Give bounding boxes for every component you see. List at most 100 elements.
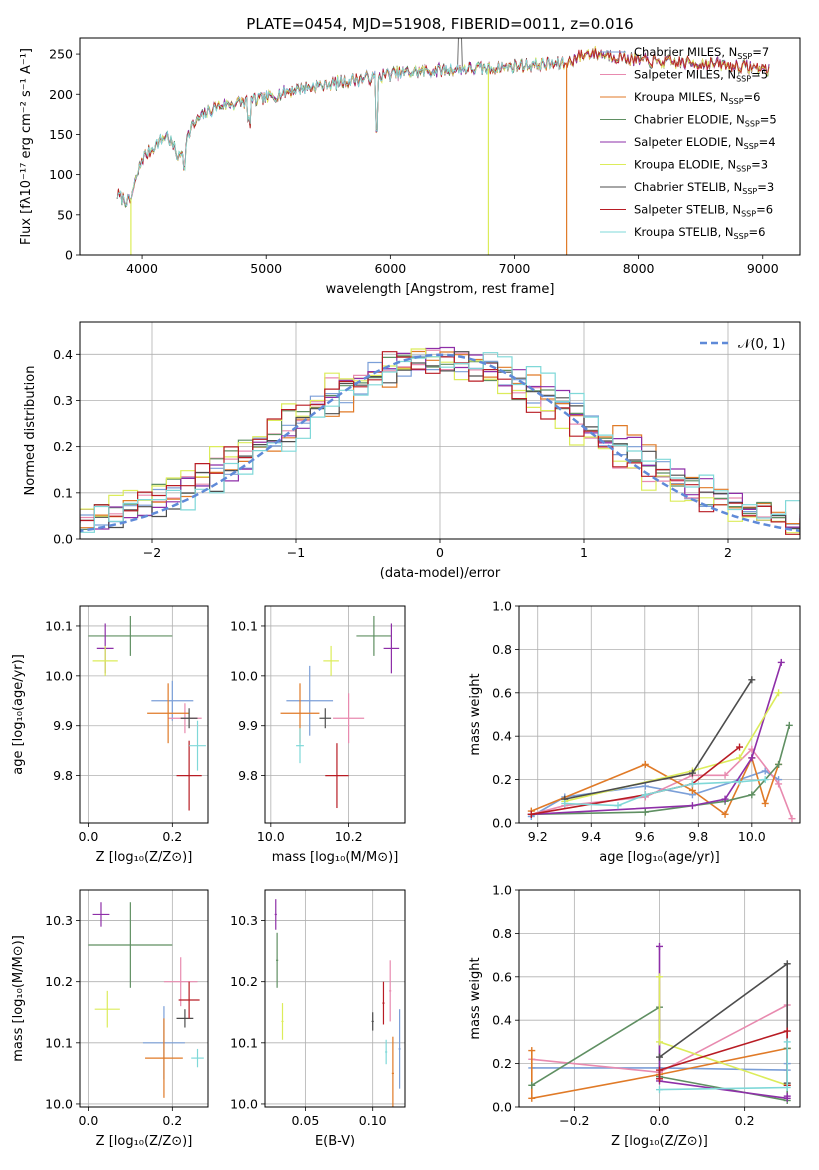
- legend-entry: Kroupa MILES, NSSP=6: [634, 90, 760, 106]
- age_weights-ytick-label: 0.4: [492, 729, 512, 744]
- spectrum-ytick-label: 150: [49, 127, 73, 142]
- ebv_mass-axes: 0.05 0.10 10.0 10.1 10.2 10.3 E(B-V): [230, 889, 406, 1149]
- residuals-ytick-label: 0.1: [53, 485, 73, 500]
- legend-entry: Kroupa ELODIE, NSSP=3: [634, 158, 768, 174]
- z_mass-point: [163, 957, 198, 1007]
- residuals-ytick-label: 0.3: [53, 393, 73, 408]
- normal-curve: [80, 353, 800, 533]
- legend-entry: Kroupa STELIB, NSSP=6: [634, 225, 765, 241]
- ebv_mass-plot-area: [274, 899, 401, 1107]
- ebv_mass-point: [274, 899, 277, 930]
- z_weights-xtick-label: −0.2: [559, 1113, 589, 1128]
- age_weights-marker: [736, 754, 744, 762]
- residuals-ylabel: Normed distribution: [23, 366, 38, 496]
- z_mass-ytick-label: 10.1: [45, 1035, 73, 1050]
- age_weights-ylabel: mass weight: [468, 673, 483, 755]
- z_weights-axes: −0.2 0.0 0.2 0.0 0.2 0.4 0.6 0.8 1.0 Z [log₁₀(Z/Z…: [468, 883, 801, 1149]
- age_weights-marker: [761, 767, 769, 775]
- residuals-xtick-label: 1: [580, 545, 588, 560]
- z_mass-xtick-label: 0.0: [78, 1113, 98, 1128]
- spectrum-title: PLATE=0454, MJD=51908, FIBERID=0011, z=0…: [246, 15, 633, 33]
- spectrum-ytick-label: 250: [49, 47, 73, 62]
- z_weights-marker: [528, 1094, 536, 1102]
- ebv_mass-point: [276, 932, 279, 988]
- age_weights-marker: [721, 771, 729, 779]
- spectrum-xtick-label: 9000: [747, 261, 779, 276]
- z_weights-xtick-label: 0.2: [735, 1113, 755, 1128]
- age_weights-marker: [688, 780, 696, 788]
- age_weights-marker: [688, 802, 696, 810]
- z_age-ylabel: age [log₁₀(age/yr)]: [11, 654, 26, 775]
- z_mass-frame: [79, 889, 209, 1108]
- mass_age-xtick-label: 10.2: [335, 829, 363, 844]
- mass_age-point: [356, 615, 392, 656]
- age_weights-marker: [785, 721, 793, 729]
- z_weights-xlabel: Z [log₁₀(Z/Z⊙)]: [611, 1134, 708, 1149]
- age_weights-marker: [641, 791, 649, 799]
- spectrum-ytick-label: 0: [65, 248, 73, 263]
- spectrum-legend: Chabrier MILES, NSSP=7 Salpeter MILES, NS…: [600, 45, 777, 241]
- age_weights-ytick-label: 0.6: [492, 685, 512, 700]
- z_mass-point: [176, 1009, 194, 1028]
- z_age-plot-area: [88, 615, 206, 811]
- z_weights-marker: [783, 1038, 791, 1046]
- ebv_mass-point: [281, 1003, 284, 1040]
- ebv_mass-ytick-label: 10.0: [230, 1096, 258, 1111]
- z_mass-point: [94, 990, 120, 1028]
- z_weights-ytick-label: 0.2: [492, 1056, 512, 1071]
- mass_age-point: [383, 623, 400, 674]
- spectrum-xlabel: wavelength [Angstrom, rest frame]: [326, 282, 555, 297]
- z_mass-axes: 0.0 0.2 10.0 10.1 10.2 10.3 Z [log₁₀(Z/Z⊙)] mas…: [11, 889, 209, 1149]
- age_weights-marker: [688, 786, 696, 794]
- z_mass-ytick-label: 10.2: [45, 974, 73, 989]
- age_weights-marker: [775, 689, 783, 697]
- age_weights-marker: [748, 754, 756, 762]
- z_age-axes: 0.0 0.2 9.8 9.9 10.0 10.1 Z [log₁₀(Z/Z⊙)] age […: [11, 605, 209, 865]
- age_weights-marker: [736, 743, 744, 751]
- z_mass-ytick-label: 10.0: [45, 1096, 73, 1111]
- spectrum-frame: [79, 37, 801, 256]
- z_weights-ytick-label: 1.0: [492, 883, 512, 898]
- age_weights-series-line: [564, 679, 753, 800]
- z_mass-point: [92, 902, 110, 927]
- z_weights-marker: [783, 1083, 791, 1091]
- mass_age-point: [286, 665, 334, 736]
- age_weights-xtick-label: 9.4: [581, 829, 601, 844]
- legend-entry: Chabrier ELODIE, NSSP=5: [634, 113, 777, 129]
- ebv_mass-point: [382, 981, 385, 1025]
- z_mass-xtick-label: 0.2: [162, 1113, 182, 1128]
- ebv_mass-xtick-label: 0.05: [291, 1113, 319, 1128]
- z_weights-frame: [518, 889, 801, 1108]
- mass_age-frame: [264, 605, 406, 824]
- age_weights-marker: [641, 760, 649, 768]
- z_weights-marker: [528, 1047, 536, 1055]
- ebv_mass-ytick-label: 10.2: [230, 974, 258, 989]
- age_weights-marker: [561, 799, 569, 807]
- age_weights-marker: [641, 782, 649, 790]
- ebv_mass-point: [371, 1012, 374, 1031]
- z_age-point: [180, 708, 198, 729]
- age_weights-xtick-label: 10.0: [738, 829, 766, 844]
- z_age-xlabel: Z [log₁₀(Z/Z⊙)]: [96, 850, 193, 865]
- age_weights-marker: [775, 760, 783, 768]
- spectrum-xtick-label: 7000: [499, 261, 531, 276]
- age_weights-frame: [518, 605, 801, 824]
- age_weights-marker: [777, 658, 785, 666]
- z_age-xtick-label: 0.0: [78, 829, 98, 844]
- age_weights-ytick-label: 0.2: [492, 772, 512, 787]
- z_mass-xlabel: Z [log₁₀(Z/Z⊙)]: [96, 1134, 193, 1149]
- ebv_mass-point: [385, 1039, 388, 1065]
- age_weights-marker: [721, 795, 729, 803]
- residuals-xtick-label: −1: [287, 545, 305, 560]
- age_weights-series-line: [564, 778, 766, 807]
- z_age-point: [151, 680, 194, 721]
- z_weights-ytick-label: 0.6: [492, 969, 512, 984]
- z_age-point: [88, 615, 173, 656]
- z_mass-point: [88, 902, 173, 988]
- z_age-point: [176, 740, 202, 811]
- age_weights-ytick-label: 0.8: [492, 642, 512, 657]
- age_weights-marker: [614, 802, 622, 810]
- spectrum-xtick-label: 5000: [250, 261, 282, 276]
- mass_age-axes: 10.0 10.2 9.8 9.9 10.0 10.1 mass [log₁₀(M/M⊙)]: [230, 605, 406, 865]
